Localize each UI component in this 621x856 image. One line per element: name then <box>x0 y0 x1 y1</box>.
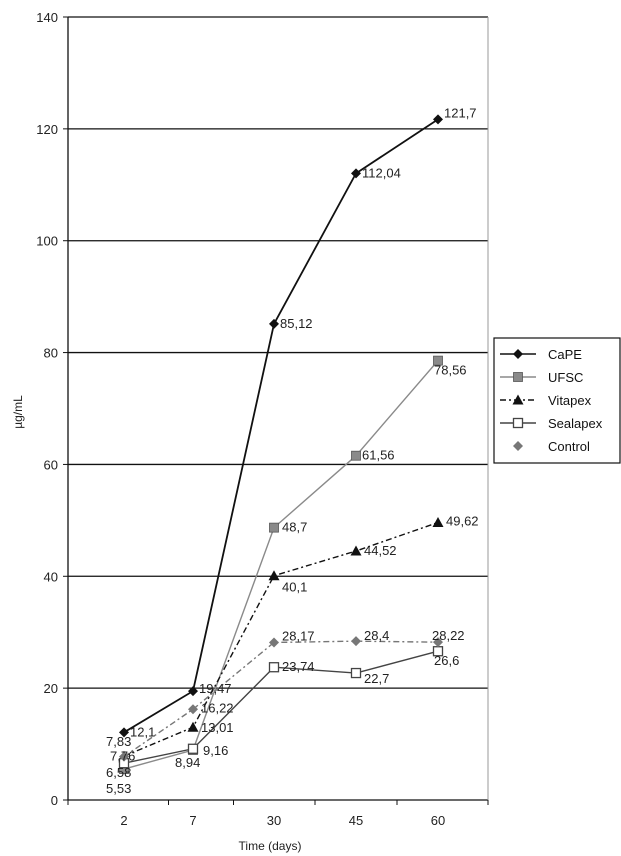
y-tick-label: 40 <box>44 569 58 584</box>
series-sealapex <box>118 646 444 769</box>
point-vitapex <box>432 516 444 527</box>
legend-item-sealapex: Sealapex <box>500 416 603 431</box>
x-axis-label: Time (days) <box>239 839 302 853</box>
point-cape <box>119 727 129 738</box>
data-label-vitapex: 13,01 <box>201 720 234 735</box>
y-tick-label: 100 <box>36 234 58 249</box>
point-control <box>269 637 279 648</box>
gridlines <box>68 16 488 689</box>
legend-label: UFSC <box>548 370 583 385</box>
point-cape <box>188 686 198 697</box>
x-tick-label: 7 <box>189 813 196 828</box>
data-label-ufsc: 48,7 <box>282 520 307 535</box>
x-tick-label: 30 <box>267 813 281 828</box>
legend-label: Control <box>548 439 590 454</box>
legend-marker <box>513 441 523 451</box>
point-cape <box>433 114 443 125</box>
y-tick-label: 0 <box>51 793 58 808</box>
data-label-sealapex: 22,7 <box>364 671 389 686</box>
y-tick-label: 120 <box>36 122 58 137</box>
point-cape <box>351 168 361 179</box>
legend-item-control: Control <box>513 439 590 454</box>
y-axis-label: µg/mL <box>11 395 25 429</box>
legend-item-vitapex: Vitapex <box>500 393 592 408</box>
legend-label: CaPE <box>548 347 582 362</box>
data-label-sealapex: 23,74 <box>282 659 315 674</box>
y-tick-label: 80 <box>44 346 58 361</box>
legend-marker <box>513 349 523 359</box>
x-tick-label: 2 <box>120 813 127 828</box>
point-ufsc <box>269 522 279 533</box>
y-tick-label: 60 <box>44 457 58 472</box>
series-group <box>118 114 444 774</box>
data-label-cape: 19,47 <box>199 681 232 696</box>
data-label-cape: 112,04 <box>362 165 401 180</box>
legend-marker <box>513 372 523 382</box>
legend-item-cape: CaPE <box>500 347 582 362</box>
data-labels: 12,1 19,47 85,12 112,04 121,7 5,53 8,94 48,7 61,… <box>106 105 479 796</box>
point-sealapex <box>187 743 199 754</box>
series-cape <box>119 114 443 738</box>
data-label-cape: 12,1 <box>130 724 155 739</box>
x-tick-label: 60 <box>431 813 445 828</box>
point-ufsc <box>433 355 443 366</box>
point-vitapex <box>187 721 199 732</box>
data-label-sealapex: 6,58 <box>106 765 131 780</box>
point-sealapex <box>350 667 362 679</box>
data-label-ufsc: 61,56 <box>362 448 395 463</box>
data-label-sealapex: 9,16 <box>203 743 228 758</box>
point-control <box>119 751 129 762</box>
y-tick-labels: 0 20 40 60 80 100 120 140 <box>36 10 58 808</box>
point-ufsc <box>351 450 361 461</box>
data-label-cape: 121,7 <box>444 105 477 120</box>
legend-marker <box>512 394 524 405</box>
data-label-control: 28,22 <box>432 628 465 643</box>
series-line-ufsc <box>123 360 439 770</box>
series-control <box>119 636 443 762</box>
point-control <box>351 636 361 647</box>
point-control <box>188 704 198 715</box>
data-label-control: 28,4 <box>364 628 389 643</box>
data-label-ufsc: 5,53 <box>106 781 131 796</box>
point-vitapex <box>268 570 280 581</box>
y-tick-label: 20 <box>44 681 58 696</box>
data-label-sealapex: 26,6 <box>434 653 459 668</box>
point-vitapex <box>350 545 362 556</box>
x-tick-labels: 2 7 30 45 60 <box>120 813 445 828</box>
legend-marker <box>512 417 524 429</box>
point-cape <box>269 318 279 329</box>
data-label-ufsc: 78,56 <box>434 363 467 378</box>
data-label-cape: 85,12 <box>280 316 313 331</box>
x-tick-label: 45 <box>349 813 363 828</box>
series-line-sealapex <box>123 650 439 764</box>
point-sealapex <box>268 662 280 673</box>
legend-label: Vitapex <box>548 393 592 408</box>
data-label-ufsc: 8,94 <box>175 755 200 770</box>
legend: CaPE UFSC Vitapex Sealapex Control <box>493 337 621 464</box>
data-label-vitapex: 44,52 <box>364 543 397 558</box>
data-label-control: 28,17 <box>282 628 315 643</box>
axes <box>63 16 489 805</box>
legend-item-ufsc: UFSC <box>500 370 583 385</box>
point-control <box>433 637 443 648</box>
data-label-vitapex: 40,1 <box>282 580 307 595</box>
series-line-cape <box>123 118 439 734</box>
data-label-control: 16,22 <box>201 700 234 715</box>
y-tick-label: 140 <box>36 10 58 25</box>
legend-label: Sealapex <box>548 416 603 431</box>
series-ufsc <box>119 355 443 774</box>
data-label-vitapex: 49,62 <box>446 513 479 528</box>
data-label-control: 7,76 <box>110 749 135 764</box>
series-line-control <box>123 640 439 758</box>
data-label-vitapex: 7,83 <box>106 734 131 749</box>
